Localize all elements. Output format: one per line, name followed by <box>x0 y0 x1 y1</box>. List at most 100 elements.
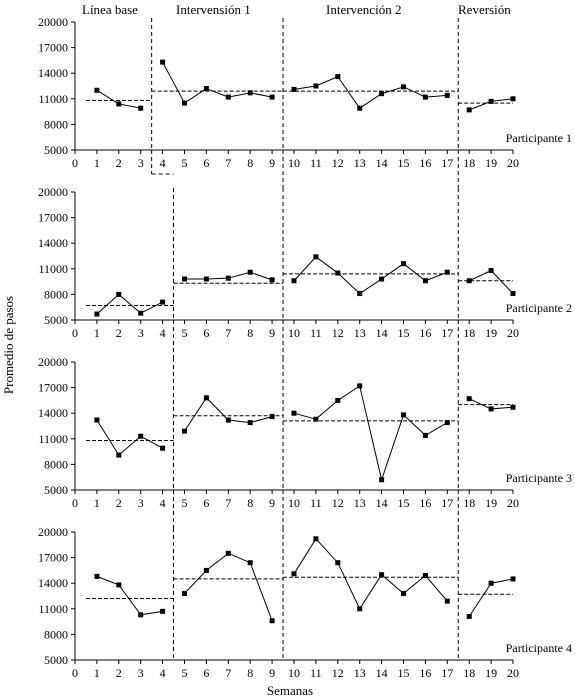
data-point <box>225 94 231 100</box>
x-tick-label: 4 <box>160 666 166 680</box>
y-tick-label: 8000 <box>44 457 68 471</box>
data-point <box>203 395 209 401</box>
data-point <box>357 105 363 111</box>
data-point <box>379 276 385 282</box>
data-point <box>510 404 516 410</box>
y-tick-label: 5000 <box>44 143 68 157</box>
x-tick-label: 9 <box>269 666 275 680</box>
y-tick-label: 20000 <box>38 525 68 539</box>
x-tick-label: 16 <box>419 496 431 510</box>
x-tick-label: 13 <box>354 156 366 170</box>
x-tick-label: 1 <box>94 156 100 170</box>
data-point <box>94 573 100 579</box>
data-point <box>138 612 144 618</box>
phase-label: Intervensión 1 <box>176 2 251 17</box>
x-tick-label: 3 <box>138 666 144 680</box>
x-tick-label: 12 <box>332 666 344 680</box>
x-tick-label: 12 <box>332 156 344 170</box>
series-line <box>96 575 163 616</box>
data-point <box>422 278 428 284</box>
x-tick-label: 12 <box>332 326 344 340</box>
data-point <box>182 590 187 596</box>
phase-connectors <box>151 150 459 528</box>
x-tick-label: 20 <box>507 666 519 680</box>
series-line <box>293 256 448 295</box>
x-tick-label: 18 <box>463 496 475 510</box>
data-point <box>357 606 363 612</box>
x-tick-label: 2 <box>116 666 122 680</box>
data-point <box>225 275 231 281</box>
data-point <box>160 445 166 451</box>
x-tick-label: 15 <box>398 496 410 510</box>
x-tick-label: 5 <box>182 326 188 340</box>
y-tick-label: 14000 <box>38 576 68 590</box>
data-point <box>466 278 472 284</box>
data-point <box>182 100 187 106</box>
data-point <box>488 406 494 412</box>
x-tick-label: 8 <box>247 496 253 510</box>
series-line <box>468 269 514 294</box>
data-point <box>225 550 231 556</box>
x-tick-label: 14 <box>376 156 388 170</box>
x-tick-label: 10 <box>288 496 300 510</box>
y-tick-label: 14000 <box>38 66 68 80</box>
y-tick-label: 11000 <box>38 432 68 446</box>
data-point <box>247 420 253 426</box>
x-tick-label: 19 <box>485 156 497 170</box>
data-point <box>401 412 406 418</box>
x-axis-label: Semanas <box>267 683 313 698</box>
x-tick-label: 8 <box>247 326 253 340</box>
data-point <box>313 254 319 260</box>
participant-label: Participante 1 <box>506 131 572 145</box>
x-tick-label: 13 <box>354 496 366 510</box>
x-tick-label: 10 <box>288 326 300 340</box>
x-tick-label: 17 <box>441 156 453 170</box>
data-point <box>116 291 122 297</box>
x-tick-label: 9 <box>269 156 275 170</box>
y-tick-label: 11000 <box>38 602 68 616</box>
data-point <box>357 291 363 297</box>
x-tick-label: 8 <box>247 156 253 170</box>
data-point <box>269 414 275 420</box>
data-point <box>335 560 341 566</box>
x-tick-label: 2 <box>116 326 122 340</box>
x-tick-label: 19 <box>485 666 497 680</box>
participant-label: Participante 3 <box>506 471 572 485</box>
x-tick-label: 0 <box>72 496 78 510</box>
phase-label: Intervención 2 <box>326 2 401 17</box>
data-point <box>488 580 494 586</box>
data-point <box>510 291 516 297</box>
y-tick-label: 14000 <box>38 406 68 420</box>
x-tick-label: 5 <box>182 496 188 510</box>
x-tick-label: 15 <box>398 666 410 680</box>
data-point <box>335 397 341 403</box>
y-tick-label: 11000 <box>38 92 68 106</box>
x-tick-label: 15 <box>398 326 410 340</box>
x-tick-label: 3 <box>138 326 144 340</box>
y-tick-label: 20000 <box>38 15 68 29</box>
x-tick-label: 6 <box>203 156 209 170</box>
phase-label: Reversión <box>458 2 511 17</box>
data-point <box>379 572 385 578</box>
data-point <box>247 269 253 275</box>
data-point <box>313 83 319 89</box>
x-tick-label: 7 <box>225 156 231 170</box>
x-tick-label: 0 <box>72 156 78 170</box>
x-tick-label: 7 <box>225 666 231 680</box>
x-tick-label: 18 <box>463 326 475 340</box>
x-tick-label: 4 <box>160 326 166 340</box>
y-axis-label: Promedio de pasos <box>1 296 16 394</box>
data-point <box>510 576 516 582</box>
x-tick-label: 10 <box>288 156 300 170</box>
y-tick-label: 20000 <box>38 355 68 369</box>
data-point <box>510 96 516 102</box>
phase-labels: Línea base Intervensión 1 Intervención 2 Re… <box>82 2 511 17</box>
data-point <box>466 396 472 402</box>
x-tick-label: 16 <box>419 326 431 340</box>
data-point <box>116 452 122 458</box>
